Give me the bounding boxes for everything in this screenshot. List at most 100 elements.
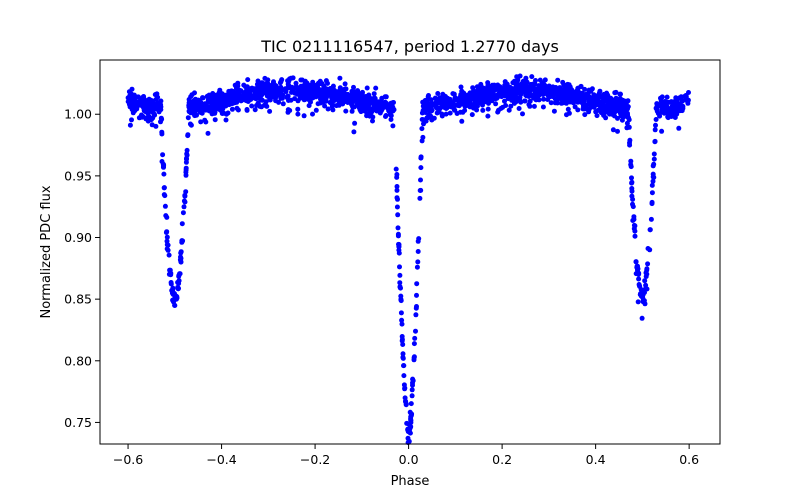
data-point xyxy=(664,94,670,100)
data-point xyxy=(263,99,269,105)
data-point xyxy=(613,89,619,95)
data-point xyxy=(179,221,185,227)
data-point xyxy=(439,113,445,119)
data-point xyxy=(164,214,170,220)
data-point xyxy=(300,85,305,91)
data-point xyxy=(279,77,285,83)
data-point xyxy=(169,290,175,296)
data-point xyxy=(424,115,430,121)
data-point xyxy=(185,133,191,139)
data-point xyxy=(153,96,159,102)
data-point xyxy=(613,96,619,102)
data-point xyxy=(418,177,423,183)
data-point xyxy=(502,93,508,99)
data-point xyxy=(132,107,138,113)
data-point xyxy=(316,87,322,92)
data-point xyxy=(400,351,406,357)
data-point xyxy=(267,108,273,114)
data-point xyxy=(523,86,528,92)
data-point xyxy=(676,125,682,131)
data-point xyxy=(408,414,414,420)
data-point xyxy=(413,328,418,334)
data-point xyxy=(302,78,308,84)
data-point xyxy=(343,86,349,92)
data-point xyxy=(377,101,383,107)
x-tick-label: −0.6 xyxy=(113,452,143,467)
data-point xyxy=(272,82,277,88)
data-point xyxy=(415,249,421,254)
data-point xyxy=(223,117,229,123)
data-point xyxy=(533,78,538,83)
data-point xyxy=(459,118,465,124)
data-point xyxy=(417,195,423,201)
data-point xyxy=(126,101,132,107)
data-point xyxy=(202,107,208,113)
data-point xyxy=(541,96,547,102)
data-point xyxy=(595,94,600,100)
data-point xyxy=(520,111,525,117)
data-point xyxy=(610,106,616,112)
data-point xyxy=(683,96,689,102)
data-point xyxy=(383,113,389,118)
data-point xyxy=(643,282,649,288)
data-point xyxy=(591,92,597,98)
data-point xyxy=(182,199,188,205)
data-point xyxy=(651,151,657,157)
data-point xyxy=(665,114,671,120)
data-point xyxy=(434,100,440,106)
data-point xyxy=(493,101,499,107)
data-point xyxy=(161,185,167,191)
data-point xyxy=(396,242,402,248)
data-point xyxy=(285,109,291,115)
data-point xyxy=(672,115,678,120)
data-point xyxy=(399,317,405,323)
data-point xyxy=(408,418,414,423)
data-point xyxy=(629,180,635,186)
data-point xyxy=(582,112,588,118)
data-point xyxy=(148,101,154,107)
data-point xyxy=(626,117,632,123)
data-point xyxy=(468,92,474,98)
data-point xyxy=(164,229,170,235)
data-point xyxy=(615,128,620,134)
data-point xyxy=(536,85,542,91)
data-point xyxy=(390,123,396,129)
data-point xyxy=(178,259,184,265)
data-point xyxy=(636,270,642,276)
y-axis-label: Normalized PDC flux xyxy=(39,185,54,318)
data-point xyxy=(245,87,251,93)
data-point xyxy=(236,87,242,93)
data-point xyxy=(414,292,419,298)
data-point xyxy=(642,278,648,284)
data-point xyxy=(617,91,623,97)
data-point xyxy=(472,98,478,103)
data-point xyxy=(234,105,240,111)
data-point xyxy=(255,78,261,84)
data-point xyxy=(245,77,251,83)
data-point xyxy=(221,110,227,116)
y-tick-label: 1.00 xyxy=(64,107,92,122)
data-point xyxy=(551,108,557,114)
data-point xyxy=(351,84,356,90)
data-point xyxy=(561,91,567,97)
data-point xyxy=(480,92,486,98)
data-point xyxy=(167,267,173,273)
data-point xyxy=(610,127,616,133)
data-point xyxy=(322,103,328,109)
data-point xyxy=(471,105,476,111)
data-point xyxy=(230,89,236,94)
data-point xyxy=(398,293,404,299)
data-point xyxy=(165,247,171,253)
data-point xyxy=(540,104,546,110)
data-point xyxy=(650,163,656,169)
data-point xyxy=(337,85,343,91)
data-point xyxy=(329,95,335,101)
data-point xyxy=(191,103,196,109)
data-point xyxy=(566,82,572,88)
data-point xyxy=(344,98,350,104)
data-point xyxy=(673,105,679,111)
data-point xyxy=(398,310,404,316)
data-point xyxy=(575,85,581,91)
data-point xyxy=(140,94,146,100)
